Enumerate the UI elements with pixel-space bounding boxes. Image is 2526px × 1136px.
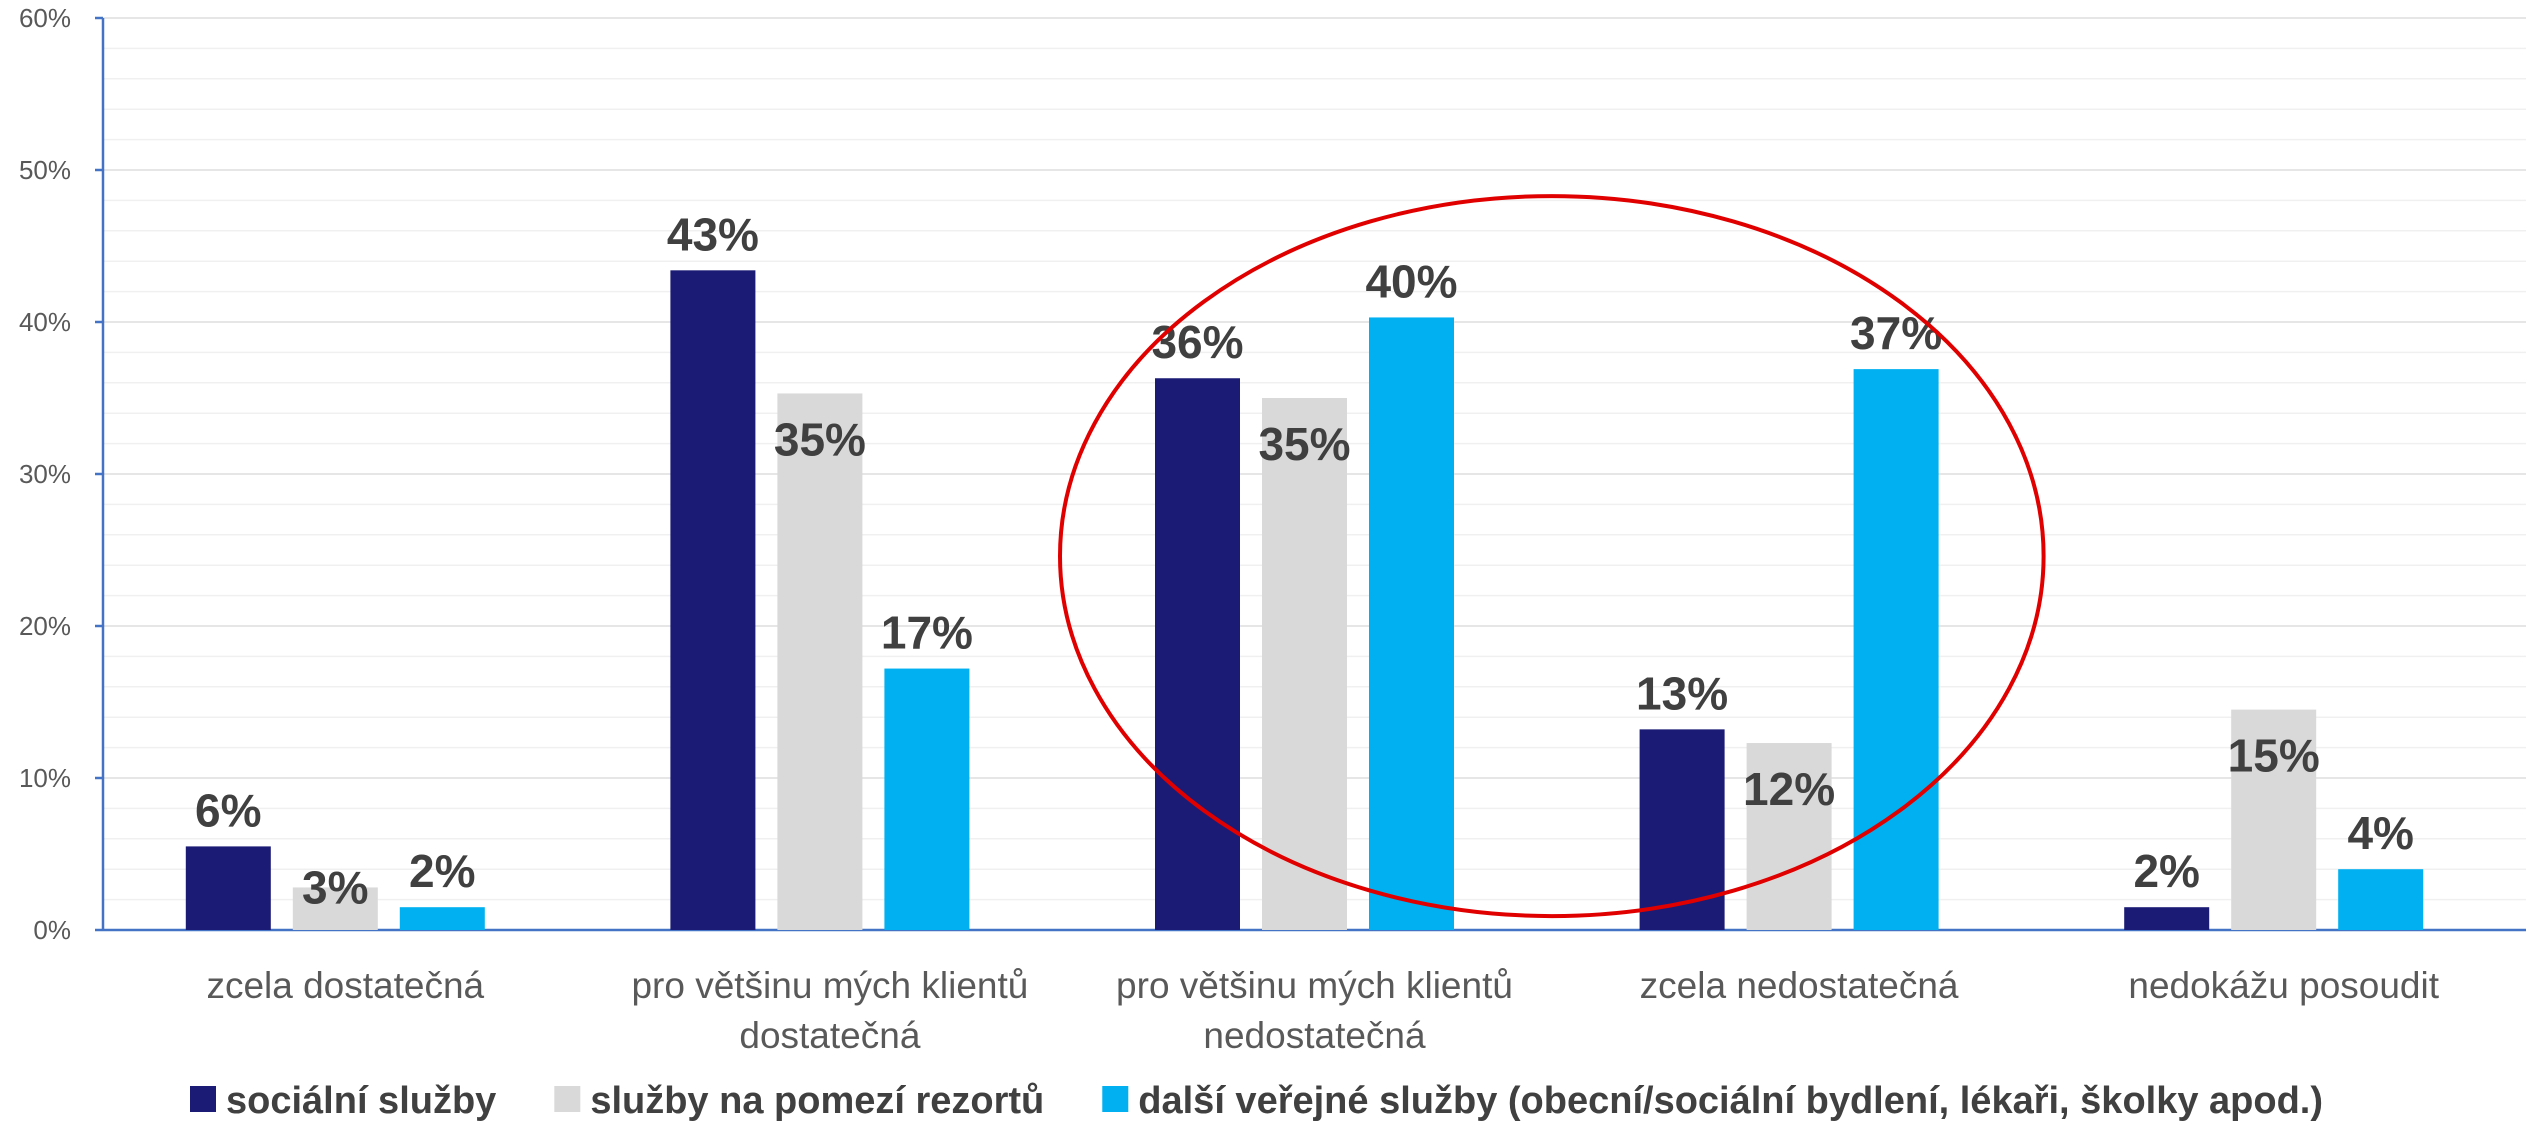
- legend-swatch: [554, 1086, 581, 1112]
- bar-2-3: [1853, 369, 1939, 930]
- data-label: 35%: [1258, 418, 1350, 470]
- bar-2-2: [1369, 317, 1454, 930]
- data-label: 37%: [1850, 307, 1942, 359]
- data-label: 36%: [1151, 316, 1243, 368]
- x-category-label: pro většinu mých klientů nedostatečná: [1116, 965, 1513, 1056]
- legend-label: služby na pomezí rezortů: [590, 1080, 1044, 1122]
- y-tick-label: 20%: [19, 611, 71, 641]
- bar-1-3: [1746, 743, 1832, 930]
- bar-1-1: [777, 393, 863, 930]
- bar-1-0: [292, 887, 378, 930]
- y-tick-label: 0%: [33, 915, 71, 945]
- data-label: 6%: [195, 784, 261, 836]
- x-category-label: zcela dostatečná: [206, 965, 484, 1006]
- bar-2-1: [884, 668, 970, 930]
- legend-label: další veřejné služby (obecní/sociální by…: [1138, 1080, 2323, 1122]
- y-tick-label: 40%: [19, 307, 71, 337]
- x-category-label: pro většinu mých klientů dostatečná: [631, 965, 1028, 1056]
- y-tick-label: 60%: [19, 3, 71, 33]
- legend-swatch: [1102, 1086, 1129, 1112]
- bar-0-0: [185, 846, 271, 930]
- x-category-label: nedokážu posoudit: [2128, 965, 2439, 1006]
- highlight-ellipse: [1058, 194, 2046, 919]
- bar-1-4: [2231, 709, 2317, 930]
- y-tick-label: 30%: [19, 459, 71, 489]
- data-label: 15%: [2228, 730, 2320, 782]
- data-label: 35%: [774, 413, 866, 465]
- bar-0-4: [2124, 907, 2210, 930]
- y-tick-label: 50%: [19, 155, 71, 185]
- x-axis: zcela dostatečná pro většinu mých klientů…: [103, 928, 2526, 1056]
- bar-2-0: [399, 907, 485, 930]
- data-label: 2%: [2133, 845, 2199, 897]
- bar-0-3: [1639, 729, 1725, 930]
- data-label: 17%: [881, 607, 973, 659]
- data-label: 13%: [1636, 667, 1728, 719]
- bar-0-1: [670, 270, 756, 930]
- bars: [185, 270, 2424, 930]
- data-label: 3%: [302, 861, 368, 913]
- data-label: 4%: [2347, 807, 2413, 859]
- annotation-ellipse: [1058, 194, 2046, 919]
- bar-2-4: [2338, 869, 2424, 930]
- legend: sociální služby služby na pomezí rezortů d…: [190, 1080, 2323, 1122]
- data-labels: 6% 3% 2% 43% 35% 17% 36% 35% 40% 13% 12% 37% 2% 15% 4%: [195, 208, 2414, 913]
- data-label: 12%: [1743, 763, 1835, 815]
- bar-0-2: [1155, 378, 1240, 930]
- data-label: 2%: [409, 845, 475, 897]
- data-label: 43%: [667, 208, 759, 260]
- legend-swatch: [190, 1086, 216, 1112]
- y-axis: 0% 10% 20% 30% 40% 50% 60%: [19, 3, 105, 945]
- x-category-label: zcela nedostatečná: [1640, 965, 1959, 1006]
- bar-1-2: [1262, 398, 1347, 930]
- legend-label: sociální služby: [226, 1080, 496, 1122]
- data-label: 40%: [1365, 255, 1457, 307]
- y-tick-label: 10%: [19, 763, 71, 793]
